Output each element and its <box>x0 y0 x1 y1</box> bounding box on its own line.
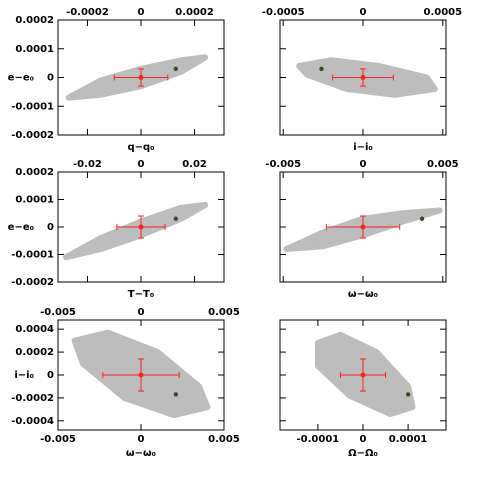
x-tick-label: 0 <box>360 434 367 445</box>
x-tick-label: 0.0002 <box>175 7 214 18</box>
best-fit-point <box>138 75 144 80</box>
x-axis-label: i−i₀ <box>353 142 373 153</box>
best-fit-point <box>360 75 366 80</box>
y-axis-label: e−e₀ <box>8 222 34 233</box>
x-axis-label: Ω−Ω₀ <box>348 448 378 459</box>
x-tick-label: 0.0001 <box>389 434 428 445</box>
y-tick-label: 0.0002 <box>15 15 54 26</box>
y-tick-label: -0.0001 <box>11 101 54 112</box>
x-tick-label: 0.0005 <box>424 7 463 18</box>
x-axis-label: ω−ω₀ <box>126 448 156 459</box>
sample-cloud <box>63 202 209 261</box>
best-fit-point <box>138 372 144 378</box>
y-tick-label: 0.0002 <box>15 347 54 358</box>
x-tick-label: -0.0001 <box>297 434 340 445</box>
x-tick-label: 0 <box>138 434 145 445</box>
x-tick-label: 0.005 <box>427 159 459 170</box>
y-tick-label: 0.0001 <box>15 195 54 206</box>
x-tick-label: -0.005 <box>40 434 76 445</box>
y-tick-label: 0 <box>47 73 54 84</box>
y-tick-label: -0.0004 <box>11 416 54 427</box>
best-fit-point <box>360 372 366 378</box>
reference-point <box>419 216 425 221</box>
x-tick-label: 0.005 <box>208 307 240 318</box>
x-axis-label: q−q₀ <box>127 142 154 153</box>
y-tick-label: -0.0001 <box>11 250 54 261</box>
x-tick-label: 0.005 <box>208 434 240 445</box>
x-tick-label: 0 <box>360 159 367 170</box>
x-axis-label: ω−ω₀ <box>348 289 378 300</box>
y-tick-label: -0.0002 <box>11 277 54 288</box>
y-tick-label: 0.0001 <box>15 44 54 55</box>
x-tick-label: 0 <box>138 159 145 170</box>
y-tick-label: 0 <box>47 370 54 381</box>
reference-point <box>173 66 179 72</box>
x-tick-label: -0.0002 <box>66 7 109 18</box>
y-axis-label: i−i₀ <box>14 370 34 381</box>
y-tick-label: -0.0002 <box>11 130 54 141</box>
reference-point <box>173 392 179 397</box>
best-fit-point <box>360 224 366 230</box>
x-tick-label: 0.02 <box>182 159 207 170</box>
y-tick-label: 0 <box>47 222 54 233</box>
x-tick-label: -0.005 <box>265 159 301 170</box>
x-tick-label: 0 <box>138 7 145 18</box>
x-tick-label: -0.02 <box>73 159 102 170</box>
x-tick-label: -0.005 <box>40 307 76 318</box>
y-tick-label: -0.0002 <box>11 393 54 404</box>
y-tick-label: 0.0002 <box>15 167 54 178</box>
y-axis-label: e−e₀ <box>8 73 34 84</box>
x-tick-label: -0.0005 <box>262 7 305 18</box>
best-fit-point <box>138 224 144 230</box>
reference-point <box>173 216 179 221</box>
x-axis-label: T−T₀ <box>128 289 154 300</box>
y-tick-label: 0.0004 <box>15 324 54 335</box>
x-tick-label: 0 <box>138 307 145 318</box>
x-tick-label: 0 <box>360 7 367 18</box>
reference-point <box>319 66 324 72</box>
reference-point <box>405 392 411 397</box>
